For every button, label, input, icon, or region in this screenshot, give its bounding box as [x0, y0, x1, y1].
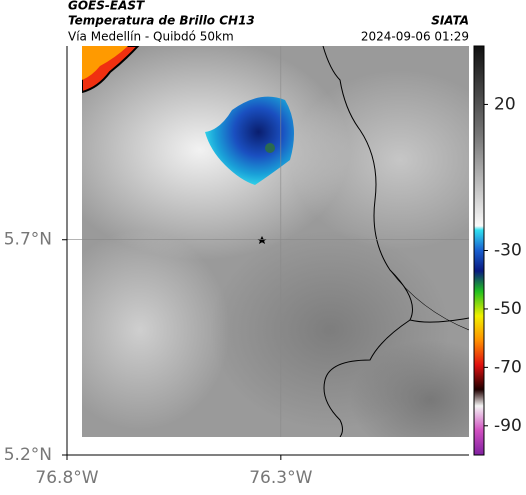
satellite-image [82, 46, 469, 437]
colorbar-tick-label: -70 [494, 357, 522, 377]
colorbar [473, 45, 485, 456]
source: GOES-EAST [68, 0, 145, 13]
y-tick-label: 5.2°N [4, 445, 52, 465]
route: Vía Medellín - Quibdó 50km [68, 30, 234, 44]
colorbar-tick-label: -30 [494, 241, 522, 261]
y-tick-label: 5.7°N [4, 230, 52, 250]
x-tick-label: 76.8°W [35, 468, 98, 488]
agency: SIATA [431, 14, 469, 28]
timestamp: 2024-09-06 01:29 [361, 30, 469, 44]
x-tick-label: 76.3°W [249, 468, 312, 488]
colorbar-tick-label: 20 [494, 94, 516, 114]
colorbar-tick-label: -50 [494, 299, 522, 319]
product: Temperatura de Brillo CH13 [68, 14, 255, 28]
colorbar-tick-label: -90 [494, 416, 522, 436]
